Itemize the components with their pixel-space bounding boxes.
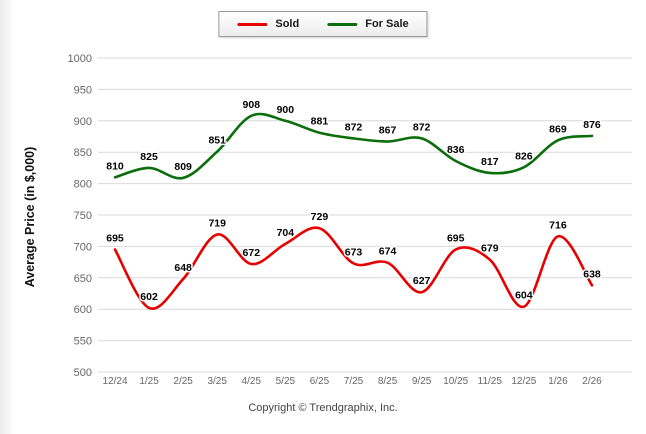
x-tick-label: 6/25 xyxy=(310,376,330,387)
chart-legend: Sold For Sale xyxy=(218,11,428,37)
gridlines xyxy=(98,57,632,373)
point-label: 729 xyxy=(311,211,329,223)
x-tick-label: 1/25 xyxy=(139,376,159,387)
y-tick-label: 800 xyxy=(74,179,92,191)
point-label: 900 xyxy=(277,104,295,116)
x-tick-label: 7/25 xyxy=(344,376,364,387)
point-label: 836 xyxy=(447,144,465,156)
point-label: 602 xyxy=(140,291,158,303)
point-label: 867 xyxy=(379,125,397,137)
point-label: 704 xyxy=(277,227,295,239)
point-label: 817 xyxy=(481,156,499,168)
point-label: 604 xyxy=(515,290,533,302)
y-tick-label: 650 xyxy=(74,273,92,285)
point-label: 869 xyxy=(549,123,567,135)
for-sale-line-swatch xyxy=(327,22,358,26)
point-value-labels: 695 602 648 719 672 704 729 673 674 627 695 679 604 7… xyxy=(105,97,603,304)
series-line-sold xyxy=(113,226,594,310)
x-tick-label: 3/25 xyxy=(207,376,227,387)
point-label: 881 xyxy=(311,116,329,128)
point-label: 695 xyxy=(447,233,465,245)
x-tick-label: 2/26 xyxy=(582,376,602,387)
x-tick-label: 10/25 xyxy=(443,376,468,387)
x-tick-label: 9/25 xyxy=(412,376,432,387)
point-label: 876 xyxy=(583,119,601,131)
point-label: 673 xyxy=(345,246,363,258)
point-label: 638 xyxy=(583,268,601,280)
copyright-text: Copyright © Trendgraphix, Inc. xyxy=(248,402,398,414)
x-tick-label: 5/25 xyxy=(276,376,296,387)
point-label: 872 xyxy=(345,121,363,133)
y-tick-label: 600 xyxy=(74,304,92,316)
point-label: 810 xyxy=(106,160,124,172)
point-label: 908 xyxy=(243,99,261,111)
point-label: 674 xyxy=(379,246,397,258)
point-label: 809 xyxy=(174,161,192,173)
point-label: 627 xyxy=(413,275,431,287)
y-axis-tick-labels: 500 550 600 650 700 750 800 850 900 950 1000 xyxy=(68,53,92,379)
legend-item-sold: Sold xyxy=(237,18,299,30)
legend-label-for-sale: For Sale xyxy=(365,18,409,30)
series-line-for-sale xyxy=(113,112,594,180)
y-tick-label: 950 xyxy=(74,84,92,96)
x-tick-label: 1/26 xyxy=(548,376,568,387)
y-tick-label: 700 xyxy=(74,241,92,253)
point-label: 851 xyxy=(208,135,226,147)
legend-item-for-sale: For Sale xyxy=(327,18,409,30)
sold-line-swatch xyxy=(237,22,268,26)
x-tick-label: 4/25 xyxy=(242,376,262,387)
legend-label-sold: Sold xyxy=(275,18,300,30)
x-tick-label: 12/24 xyxy=(102,376,127,387)
series-lines xyxy=(113,112,594,310)
y-tick-label: 750 xyxy=(74,210,92,222)
point-label: 825 xyxy=(140,151,158,163)
point-label: 872 xyxy=(413,121,431,133)
x-axis-labels: 12/24 1/25 2/25 3/25 4/25 5/25 6/25 7/25 8/25 9/2… xyxy=(102,376,602,387)
y-tick-label: 1000 xyxy=(68,53,92,65)
x-tick-label: 12/25 xyxy=(511,376,536,387)
point-label: 826 xyxy=(515,150,533,162)
y-tick-label: 550 xyxy=(74,336,92,348)
point-label: 672 xyxy=(243,247,261,259)
point-label: 695 xyxy=(106,233,124,245)
y-tick-label: 500 xyxy=(74,367,92,379)
point-label: 716 xyxy=(549,219,567,231)
x-tick-label: 8/25 xyxy=(378,376,398,387)
point-label: 648 xyxy=(174,262,192,274)
x-tick-label: 11/25 xyxy=(478,376,503,387)
y-tick-label: 850 xyxy=(74,147,92,159)
x-tick-label: 2/25 xyxy=(173,376,193,387)
y-axis-title: Average Price (in $,000) xyxy=(23,147,37,288)
y-tick-label: 900 xyxy=(74,116,92,128)
point-label: 679 xyxy=(481,243,499,255)
point-label: 719 xyxy=(208,217,226,229)
